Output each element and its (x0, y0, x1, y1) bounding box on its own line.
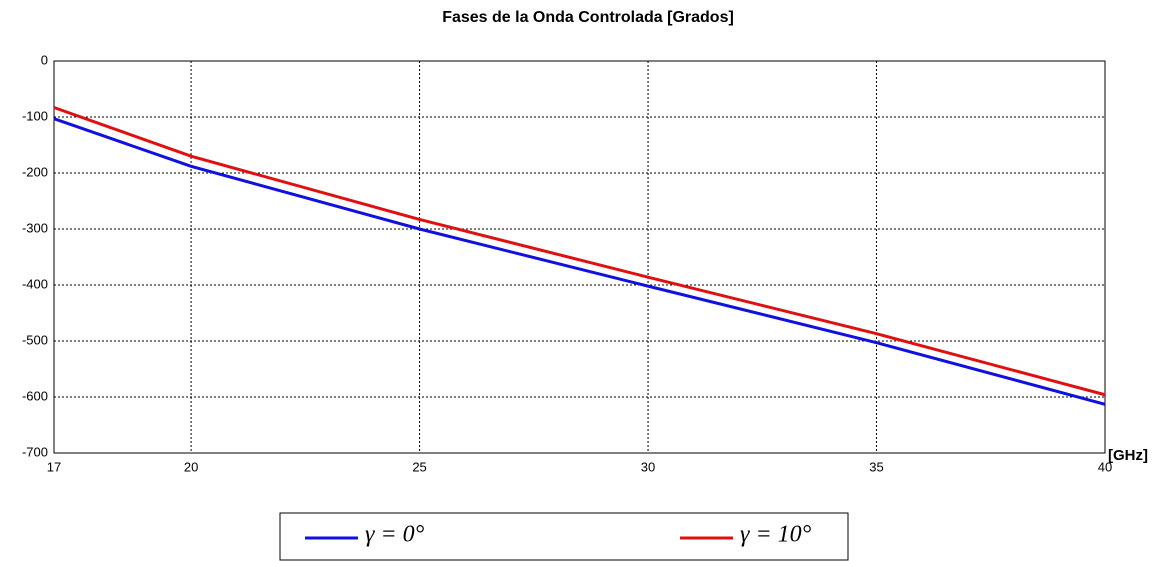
y-tick-label: -400 (22, 276, 48, 291)
y-tick-label: -200 (22, 164, 48, 179)
legend-label: γ = 10° (740, 522, 812, 548)
x-tick-label: 35 (869, 459, 883, 474)
series-line (53, 117, 1106, 406)
x-axis-label: [GHz] (1108, 447, 1148, 464)
series-line (53, 106, 1106, 397)
y-tick-label: -600 (22, 388, 48, 403)
plot-frame (53, 60, 1106, 454)
legend-label: γ = 0° (365, 522, 425, 548)
x-tick-label: 40 (1098, 459, 1112, 474)
y-tick-label: -700 (22, 444, 48, 459)
x-tick-label: 30 (641, 459, 655, 474)
y-tick-label: -100 (22, 108, 48, 123)
y-tick-label: -300 (22, 220, 48, 235)
y-tick-label: 0 (41, 52, 48, 67)
x-tick-label: 25 (412, 459, 426, 474)
y-tick-label: -500 (22, 332, 48, 347)
legend-box (279, 512, 849, 561)
x-tick-label: 20 (184, 459, 198, 474)
chart-title: Fases de la Onda Controlada [Grados] (442, 9, 734, 26)
x-tick-label: 17 (47, 459, 61, 474)
